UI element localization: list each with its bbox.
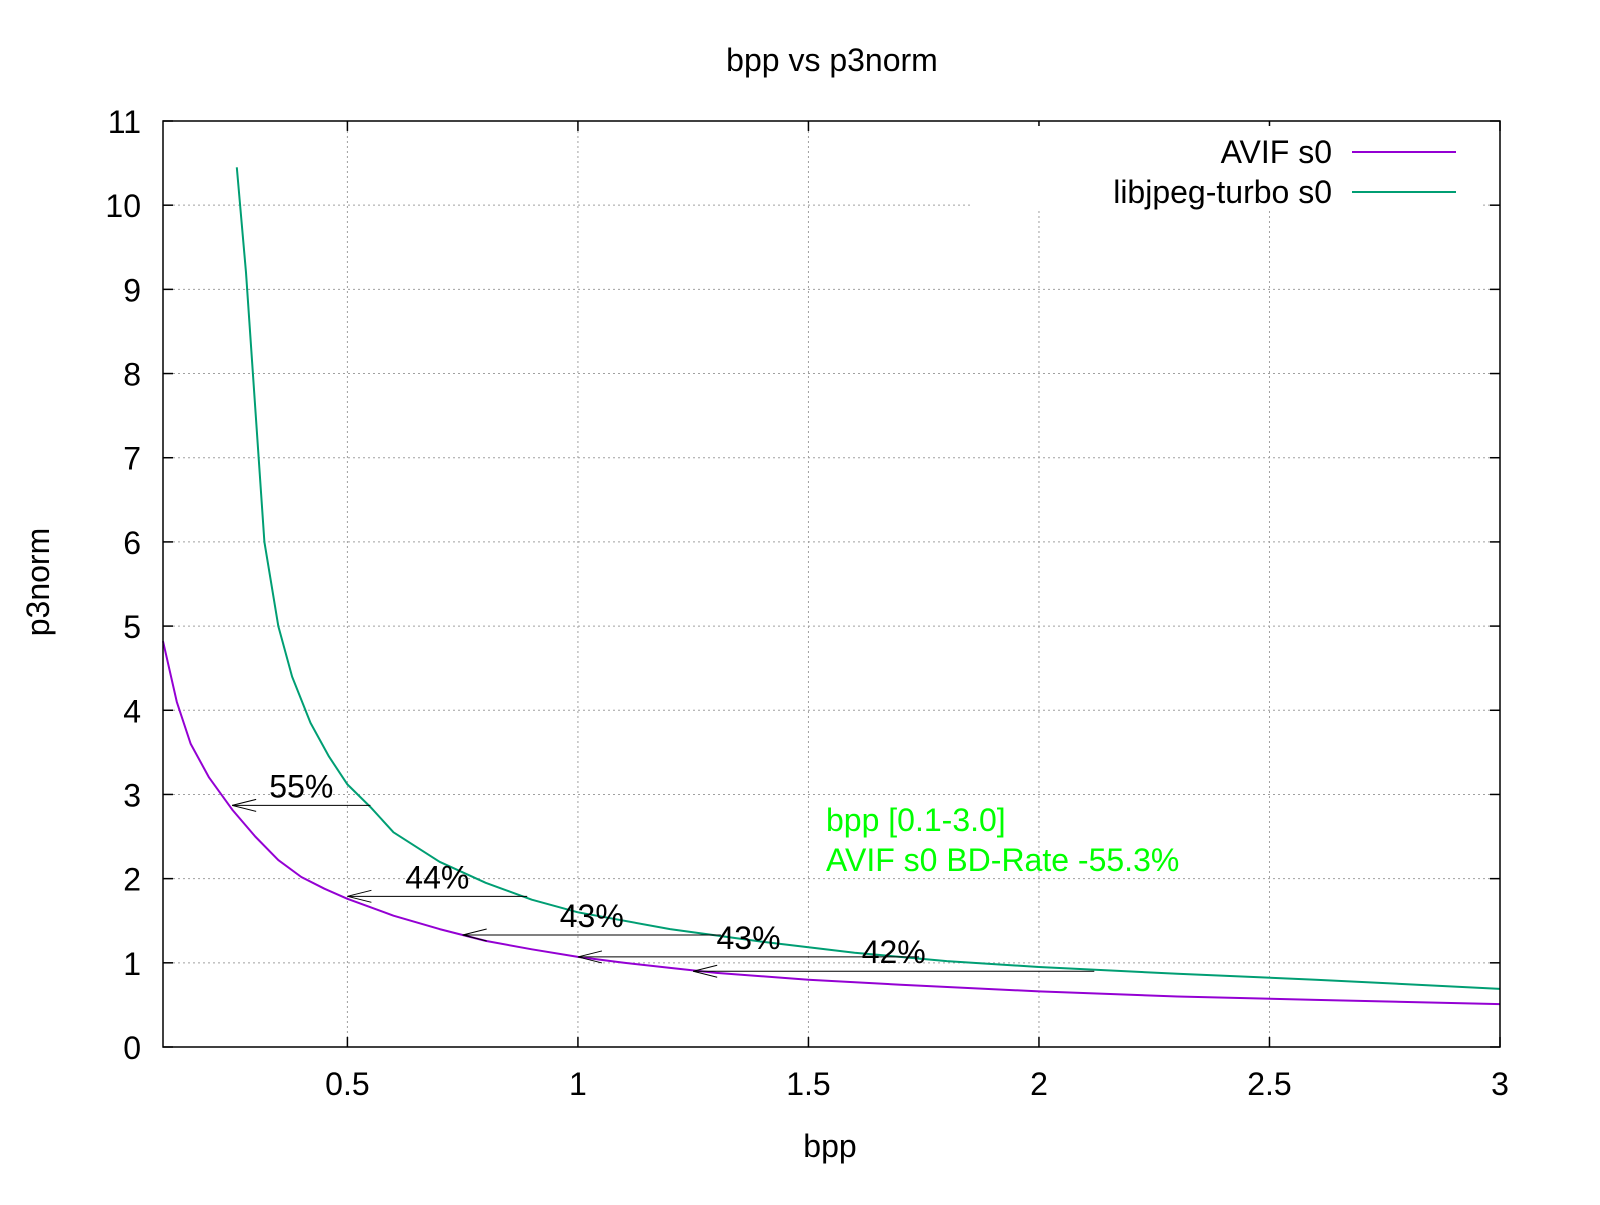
x-tick-label: 3 [1491, 1066, 1509, 1102]
legend-label: libjpeg-turbo s0 [1113, 174, 1332, 210]
arrow-layer: 55% 44% 43% 43% 42% [232, 768, 1095, 978]
savings-arrow-head [462, 928, 487, 942]
y-axis-label: p3norm [20, 528, 56, 637]
y-tick-label: 8 [123, 357, 141, 393]
y-tick-label: 3 [123, 777, 141, 813]
savings-arrow-head [577, 950, 603, 964]
x-tick-label: 1.5 [786, 1066, 830, 1102]
x-axis-label: bpp [803, 1128, 856, 1164]
y-tick-label: 6 [123, 525, 141, 561]
y-tick-label: 4 [123, 693, 141, 729]
savings-arrow-head [347, 889, 372, 903]
y-tick-label: 9 [123, 272, 141, 308]
plot-frame [162, 120, 1501, 1048]
x-tick-label: 0.5 [325, 1066, 369, 1102]
y-tick-label: 11 [108, 104, 141, 140]
x-tick-label: 2 [1030, 1066, 1048, 1102]
series-line-libjpeg-turbo [235, 167, 1501, 990]
bd-rate-range-label: bpp [0.1-3.0] [826, 802, 1006, 838]
legend-label: AVIF s0 [1221, 134, 1332, 170]
chart-title: bpp vs p3norm [726, 42, 938, 78]
y-tick-label: 1 [123, 946, 141, 982]
y-tick-label: 0 [123, 1030, 141, 1066]
grid-layer [163, 121, 1500, 1047]
legend: AVIF s0 libjpeg-turbo s0 [1113, 134, 1456, 210]
savings-percent-label: 43% [716, 920, 780, 956]
bd-rate-value-label: AVIF s0 BD-Rate -55.3% [826, 842, 1179, 878]
savings-arrow-head [693, 964, 718, 978]
tick-layer: 0.5 1 1.5 2 2.5 3 0 1 2 3 4 5 6 7 8 9 10 11 [105, 104, 1508, 1102]
x-tick-label: 1 [569, 1066, 587, 1102]
savings-percent-label: 55% [269, 768, 333, 804]
savings-percent-label: 42% [862, 934, 926, 970]
y-tick-label: 10 [105, 188, 141, 224]
y-tick-label: 5 [123, 609, 141, 645]
savings-percent-label: 43% [560, 898, 624, 934]
y-tick-label: 7 [123, 441, 141, 477]
legend-background [970, 126, 1480, 210]
x-tick-label: 2.5 [1247, 1066, 1291, 1102]
savings-arrow-head [232, 798, 257, 812]
savings-percent-label: 44% [405, 859, 469, 895]
y-tick-label: 2 [123, 862, 141, 898]
